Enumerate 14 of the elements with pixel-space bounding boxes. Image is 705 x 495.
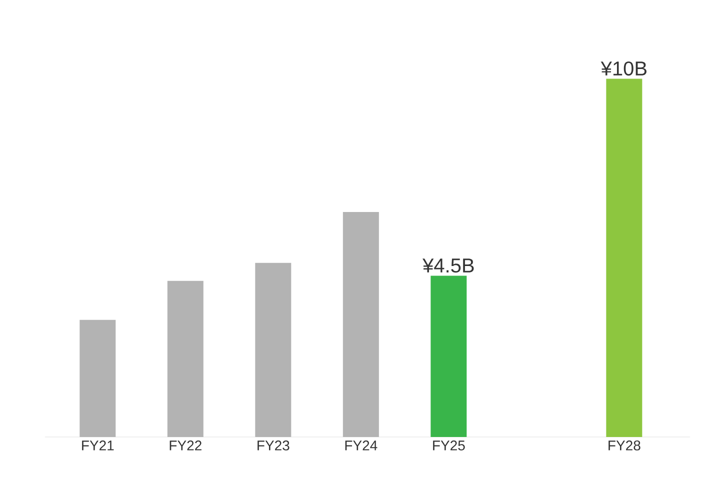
x-tick-label: FY24 <box>345 440 378 450</box>
bar <box>255 262 292 437</box>
bar <box>606 78 642 437</box>
bar <box>167 280 204 437</box>
bar <box>80 320 116 437</box>
x-tick-label: FY28 <box>608 440 640 450</box>
x-tick-label: FY23 <box>258 440 290 450</box>
x-tick-label: FY21 <box>82 440 114 450</box>
x-tick-label: FY25 <box>433 440 465 450</box>
data-label: ¥4.5B <box>422 258 474 273</box>
x-tick-label: FY22 <box>170 440 202 450</box>
bar <box>430 276 467 437</box>
bar <box>342 212 379 437</box>
data-label: ¥10B <box>600 61 646 76</box>
